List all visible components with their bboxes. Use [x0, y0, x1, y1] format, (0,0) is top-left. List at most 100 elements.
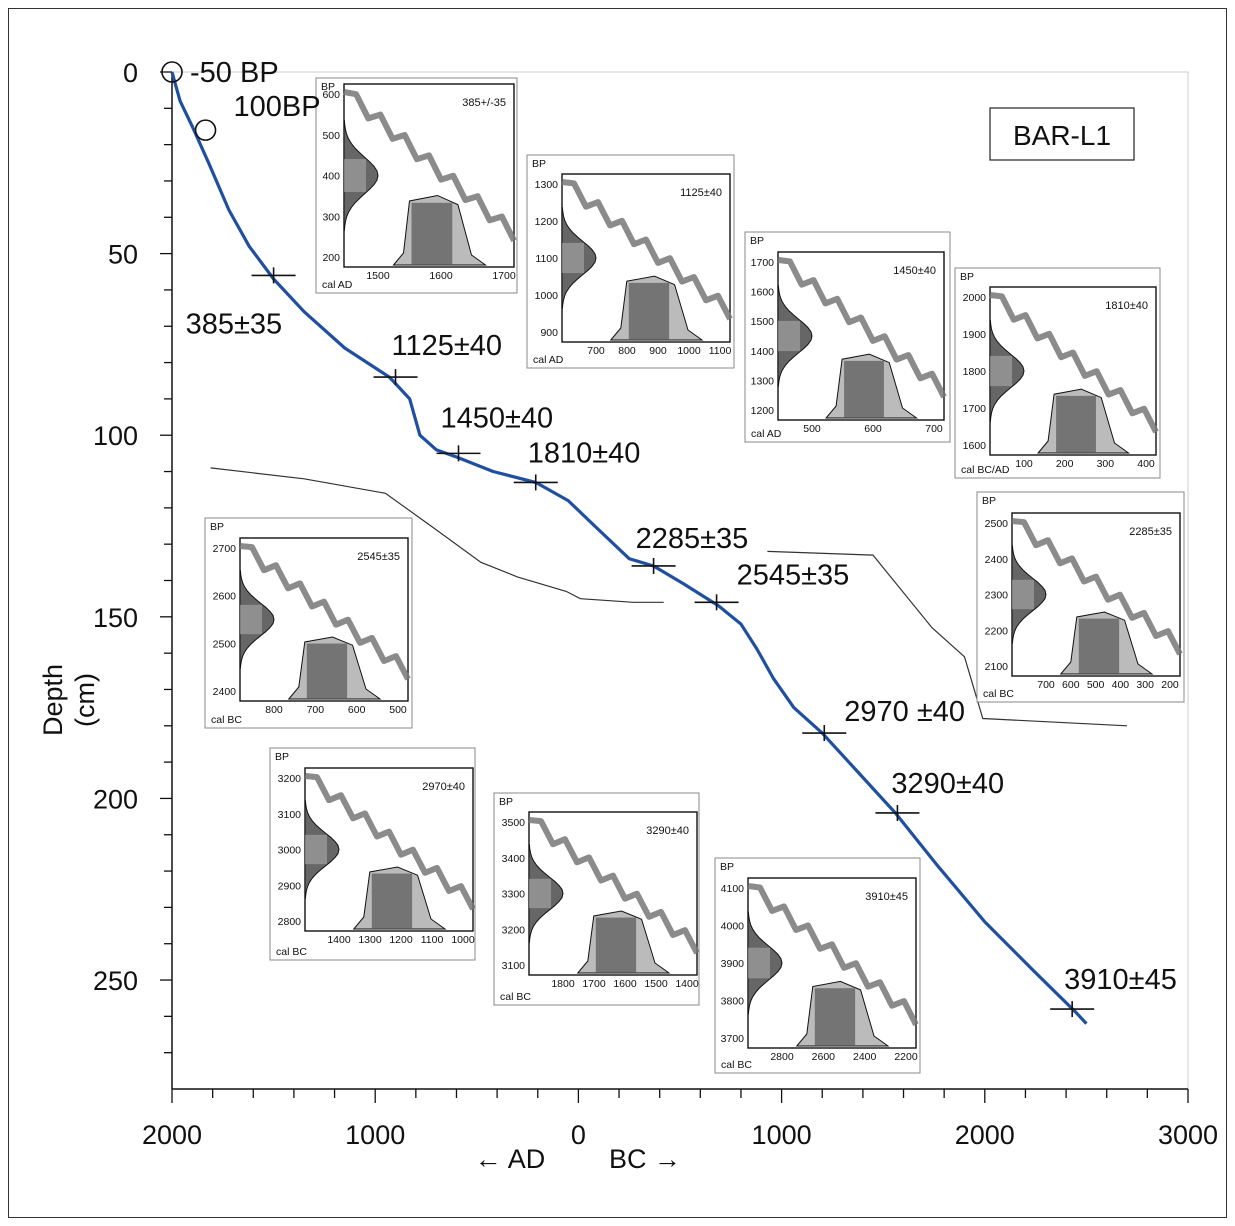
x-axis-label-bc: BC → [609, 1144, 681, 1174]
inset-y-tick-label: 300 [322, 211, 340, 223]
inset-y-tick-label: 3400 [502, 853, 526, 865]
x-tick-label: 2000 [955, 1120, 1015, 1150]
inset-x-tick-label: 1500 [366, 270, 390, 282]
site-label: BAR-L1 [1013, 120, 1111, 151]
x-tick-label: 1000 [345, 1120, 405, 1150]
inset-calibrated-range [814, 988, 856, 1046]
inset-calibrated-range [1078, 618, 1120, 674]
inset-x-tick-label: 600 [864, 423, 882, 435]
y-tick-label: 100 [93, 421, 138, 451]
inset-x-tick-label: 700 [1037, 679, 1055, 691]
inset-x-unit: cal AD [322, 279, 353, 291]
inset-y-tick-label: 3900 [721, 958, 745, 970]
inset-y-tick-label: 2100 [985, 661, 1009, 673]
inset-x-unit: cal BC [500, 991, 531, 1003]
inset-calibration-curve [561, 179, 733, 321]
inset-title: 2970±40 [422, 781, 465, 793]
inset-x-tick-label: 1700 [582, 978, 606, 990]
inset-x-tick-label: 800 [265, 704, 283, 716]
inset-title: 2545±35 [357, 551, 400, 563]
inset-y-tick-label: 2700 [213, 543, 237, 555]
boundary-line-1 [210, 467, 664, 603]
inset-calibrated-range [1056, 395, 1096, 453]
inset-x-tick-label: 400 [1137, 458, 1155, 470]
inset-calibrated-range [595, 917, 637, 973]
inset-sigma-band [562, 242, 584, 274]
inset-x-tick-label: 700 [925, 423, 943, 435]
inset-x-tick-label: 1600 [429, 270, 453, 282]
plot-frame [172, 71, 1189, 1089]
inset-y-tick-label: 1800 [963, 366, 987, 378]
inset-y-tick-label: 1600 [963, 440, 987, 452]
inset-y-tick-label: 2200 [985, 625, 1009, 637]
inset-y-tick-label: 4000 [721, 921, 745, 933]
y-tick-label: 150 [93, 603, 138, 633]
inset-y-unit: BP [499, 796, 513, 808]
inset-x-tick-label: 1400 [327, 934, 351, 946]
inset-sigma-band [240, 604, 262, 635]
inset-sigma-band [344, 159, 366, 192]
calibration-inset: BP 3290±40 3500 3400 3300 3200 3100 cal BC 1800 1… [493, 792, 700, 1006]
calibration-inset: BP 2545±35 2700 2600 2500 2400 cal BC 800 700 600… [204, 517, 413, 729]
x-tick-label: 3000 [1158, 1120, 1218, 1150]
inset-y-tick-label: 3200 [278, 773, 302, 785]
date-label: 2545±35 [737, 559, 850, 591]
inset-y-tick-label: 2900 [278, 880, 302, 892]
inset-title: 1810±40 [1105, 300, 1148, 312]
inset-calibrated-range [411, 202, 453, 265]
inset-y-tick-label: 1300 [751, 375, 775, 387]
inset-y-tick-label: 900 [540, 327, 558, 339]
inset-y-tick-label: 2800 [278, 916, 302, 928]
date-label: -50 BP [190, 57, 279, 89]
date-marker-circle [194, 119, 217, 141]
y-tick-label: 0 [123, 58, 138, 88]
inset-y-tick-label: 1700 [751, 257, 775, 269]
inset-x-unit: cal BC [721, 1059, 752, 1071]
date-label: 3290±40 [891, 768, 1004, 800]
calibration-inset: BP 1450±40 1700 1600 1500 1400 1300 1200 cal AD 5… [744, 231, 951, 443]
inset-calibration-curve [343, 89, 517, 243]
inset-x-tick-label: 1300 [358, 934, 382, 946]
inset-x-tick-label: 700 [587, 345, 605, 357]
inset-x-tick-label: 2200 [894, 1051, 918, 1063]
inset-x-tick-label: 700 [307, 704, 325, 716]
date-label: 1810±40 [528, 437, 641, 469]
inset-x-tick-label: 1000 [677, 345, 701, 357]
inset-x-tick-label: 200 [1056, 458, 1074, 470]
date-label: 1125±40 [392, 330, 503, 362]
y-tick-label: 200 [93, 784, 138, 814]
date-label: 3910±45 [1064, 964, 1177, 996]
inset-y-tick-label: 3700 [721, 1033, 745, 1045]
inset-x-tick-label: 500 [1087, 679, 1105, 691]
inset-sigma-band [529, 878, 551, 909]
inset-y-unit: BP [720, 861, 734, 873]
site-label-box [989, 107, 1135, 161]
inset-y-unit: BP [750, 235, 764, 247]
inset-calibrated-range [371, 873, 413, 929]
age-depth-curve [170, 71, 1088, 1025]
inset-title: 385+/-35 [462, 97, 506, 109]
inset-y-tick-label: 1200 [535, 216, 559, 228]
inset-y-tick-label: 3500 [502, 817, 526, 829]
inset-title: 1125±40 [680, 187, 722, 199]
inset-y-tick-label: 2500 [213, 638, 237, 650]
inset-y-tick-label: 1500 [751, 316, 775, 328]
inset-calibrated-range [844, 360, 884, 418]
inset-x-tick-label: 600 [348, 704, 366, 716]
date-label: 385±35 [186, 308, 283, 340]
inset-y-tick-label: 1100 [535, 253, 558, 265]
inset-x-tick-label: 1200 [389, 934, 413, 946]
inset-sigma-band [1012, 579, 1034, 610]
inset-sigma-band [305, 834, 327, 865]
inset-x-tick-label: 1100 [709, 345, 732, 357]
inset-y-tick-label: 500 [322, 130, 340, 142]
inset-x-tick-label: 100 [1015, 458, 1033, 470]
inset-y-unit: BP [982, 495, 996, 507]
inset-y-tick-label: 3100 [278, 809, 302, 821]
y-tick-label: 50 [108, 240, 138, 270]
inset-calibrated-range [628, 282, 670, 340]
inset-x-tick-label: 1500 [644, 978, 668, 990]
inset-calibration-curve [239, 543, 411, 681]
inset-y-tick-label: 2400 [985, 554, 1009, 566]
inset-x-tick-label: 1600 [613, 978, 637, 990]
